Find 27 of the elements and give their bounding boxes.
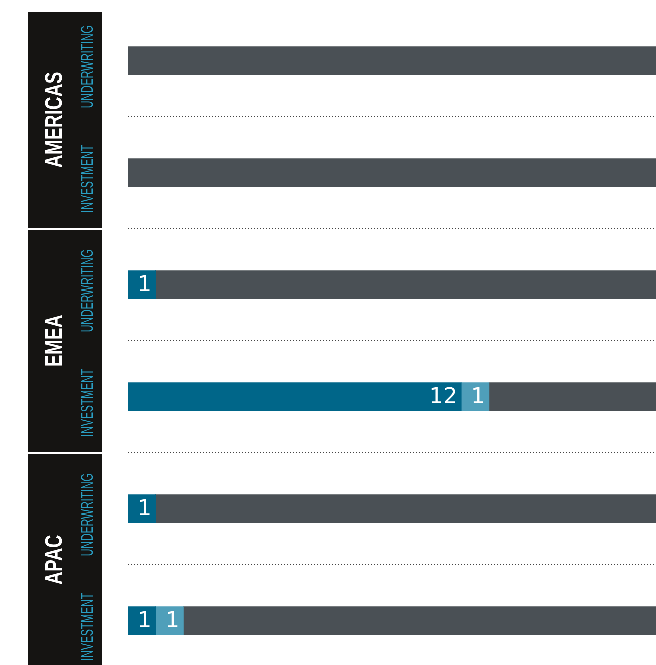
data-label: 1 (138, 272, 152, 298)
bar (128, 606, 156, 636)
data-label: 1 (166, 608, 180, 634)
bar (488, 382, 656, 412)
text: APAC (41, 534, 69, 584)
y-tick-label: INVESTMENT (78, 593, 98, 661)
data-label: 1 (471, 384, 486, 410)
bar (128, 382, 462, 412)
bar (128, 270, 156, 300)
y-tick-label: UNDERWRITING (78, 26, 98, 108)
y-tick-label: INVESTMENT (78, 145, 98, 213)
bar (461, 382, 490, 412)
bar (155, 606, 184, 636)
data-label: 1 (138, 496, 152, 522)
data-label: 1 (138, 608, 152, 634)
y-tick-label: UNDERWRITING (78, 250, 98, 332)
bar (183, 606, 656, 636)
text: AMERICAS (41, 72, 69, 168)
bar (155, 270, 656, 300)
bar (128, 494, 156, 524)
bar (128, 158, 656, 188)
text: EMEA (41, 314, 69, 368)
y-tick-label: INVESTMENT (78, 369, 98, 437)
bar (155, 494, 656, 524)
data-label: 12 (429, 384, 458, 410)
bar (128, 46, 656, 76)
y-tick-label: UNDERWRITING (78, 474, 98, 556)
